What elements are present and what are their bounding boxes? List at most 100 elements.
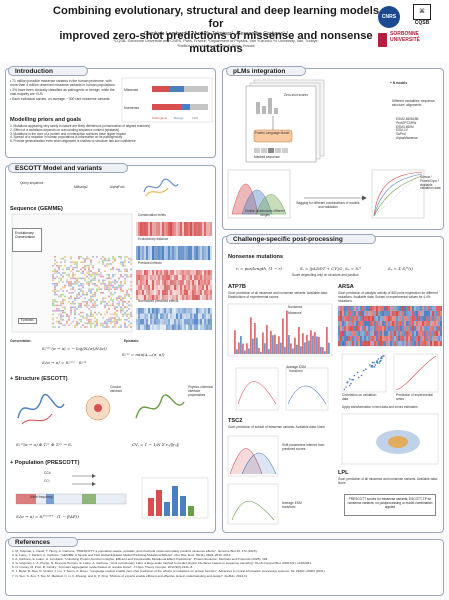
msa-cell [70,310,72,312]
arsa-heat-cell [404,341,406,346]
arsa-heat-cell [374,321,376,326]
msa-cell [104,322,106,325]
msa-cell [72,266,74,269]
heat-cell [190,246,192,260]
arsa-heat-cell [364,331,366,336]
heat-cell [184,324,186,330]
population-prescott-heading: + Population (PRESCOTT) [10,460,80,466]
msa-cell [74,311,76,314]
msa-cell [110,284,112,287]
msa-cell [94,295,96,298]
msa-cell [106,324,108,326]
tsc2-box-curve [231,501,275,521]
msa-cell [70,313,72,316]
msa-cell [86,281,88,283]
msa-cell [74,261,76,263]
heat-cell [178,280,180,285]
msa-cell [120,263,122,265]
msa-cell [120,284,122,287]
msa-cell [56,317,58,319]
msa-cell [96,304,98,307]
msa-cell [94,301,96,303]
heat-cell [136,308,138,314]
msa-cell [120,306,122,308]
arsa-heat-cell [420,321,422,326]
msa-cell [98,286,100,289]
msa-cell [58,322,60,325]
svg-text:Sᵢᶜᵒⁿˢ(σ → a) = − log(Nᵢ(σ)/Nᵢ: Sᵢᶜᵒⁿˢ(σ → a) = − log(Nᵢ(σ)/Nᵢ(a)) [42,346,107,351]
heat-cell [140,308,142,314]
msa-cell [130,304,132,307]
atp7b-bar [288,335,290,354]
heat-cell [176,308,178,314]
heat-cell [188,319,190,325]
arsa-heat-cell [382,311,384,316]
arsa-heat-cell [362,336,364,341]
arsa-heat-cell [338,341,340,346]
arsa-heat-cell [440,331,442,336]
msa-cell [120,324,122,326]
msa-cell [60,261,62,263]
arsa-heat-cell [412,331,414,336]
heat-cell [142,324,144,330]
msa-cell [90,261,92,263]
msa-cell [104,270,106,272]
arsa-heat-cell [414,311,416,316]
intro-bullets: 71 million possible missense variants in… [10,79,118,102]
heat-cell [210,285,212,290]
heat-cell [158,308,160,314]
arsa-heat-cell [410,341,412,346]
heat-cell [198,319,200,325]
msa-cell [86,257,88,260]
heat-cell [142,222,144,236]
msa-cell [52,290,54,292]
msa-cell [116,281,118,283]
msa-cell [68,266,70,269]
heat-cell [170,308,172,314]
heat-cell [208,270,210,275]
heat-cell [164,308,166,314]
atp7b-legend-missense: Missense [288,311,302,315]
heat-cell [166,275,168,280]
arsa-heat-cell [390,316,392,321]
heat-cell [174,295,176,300]
atp7b-bar [252,338,254,354]
arsa-heat-cell [378,326,380,331]
heat-cell [210,275,212,280]
heat-cell [196,270,198,275]
msa-cell [114,319,116,321]
msa-cell [74,263,76,265]
msa-cell [96,288,98,290]
msa-cell [122,313,124,316]
arsa-heat-cell [340,341,342,346]
heat-cell [166,280,168,285]
heat-cell [174,275,176,280]
arsa-heat-cell [396,341,398,346]
arsa-heat-cell [352,336,354,341]
msa-cell [118,270,120,272]
arsa-heat-cell [428,321,430,326]
msa-cell [74,313,76,316]
heat-cell [168,275,170,280]
arsa-heat-cell [380,341,382,346]
heat-cell [182,270,184,275]
msa-cell [82,311,84,314]
atp7b-bar [314,332,316,354]
heat-cell [162,270,164,275]
msa-cell [62,275,64,278]
msa-cell [80,261,82,263]
arsa-heat-cell [408,316,410,321]
msa-cell [112,286,114,289]
arsa-heat-cell [428,331,430,336]
msa-cell [130,259,132,262]
plm-n-models: + N models [390,81,408,85]
heat-cell [210,308,212,314]
heat-cell [144,222,146,236]
challenge-heading: Challenge-specific post-processing [226,234,376,244]
msa-cell [68,268,70,271]
msa-cell [52,275,54,278]
msa-cell [98,268,100,271]
escott-heading: ESCOTT Model and variants [8,163,128,173]
modelling-item-5: 5. Provide generalization even when alig… [10,139,136,144]
